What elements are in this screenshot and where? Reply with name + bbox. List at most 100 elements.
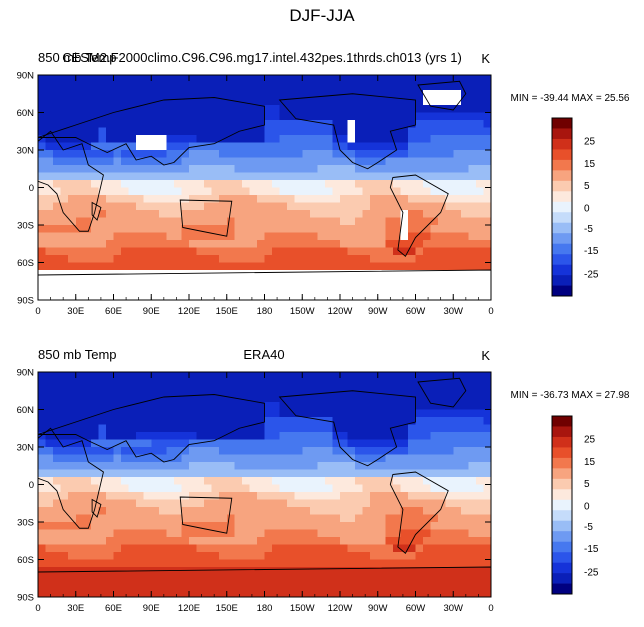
map-cell bbox=[272, 150, 281, 158]
map-cell bbox=[377, 277, 386, 286]
map-cell bbox=[60, 492, 69, 500]
map-cell bbox=[423, 582, 432, 590]
map-cell bbox=[468, 469, 477, 478]
map-cell bbox=[143, 187, 152, 196]
map-cell bbox=[45, 120, 54, 128]
map-cell bbox=[189, 514, 198, 523]
map-cell bbox=[143, 112, 152, 121]
map-cell bbox=[234, 574, 243, 583]
map-cell bbox=[415, 469, 424, 478]
map-cell bbox=[400, 439, 409, 448]
map-cell bbox=[219, 387, 228, 395]
map-cell bbox=[400, 202, 409, 211]
map-cell bbox=[294, 270, 303, 278]
map-cell bbox=[121, 477, 130, 485]
map-cell bbox=[475, 172, 484, 181]
map-cell bbox=[219, 454, 228, 463]
map-cell bbox=[309, 499, 318, 508]
map-cell bbox=[287, 165, 296, 173]
map-cell bbox=[226, 447, 235, 455]
map-cell bbox=[385, 454, 394, 463]
map-cell bbox=[121, 469, 130, 478]
map-cell bbox=[113, 529, 122, 538]
map-cell bbox=[423, 492, 432, 500]
map-cell bbox=[332, 439, 341, 448]
map-cell bbox=[143, 120, 152, 128]
map-cell bbox=[60, 499, 69, 508]
map-cell bbox=[38, 387, 47, 395]
map-cell bbox=[453, 195, 462, 203]
map-cell bbox=[468, 567, 477, 575]
map-cell bbox=[302, 270, 311, 278]
map-cell bbox=[445, 135, 454, 143]
map-cell bbox=[483, 262, 491, 271]
map-cell bbox=[483, 247, 491, 256]
map-cell bbox=[332, 187, 341, 196]
map-cell bbox=[423, 150, 432, 158]
map-cell bbox=[226, 187, 235, 196]
map-cell bbox=[370, 507, 379, 515]
map-cell bbox=[121, 82, 130, 91]
map-cell bbox=[219, 127, 228, 136]
map-cell bbox=[347, 165, 356, 173]
map-cell bbox=[309, 82, 318, 91]
colorbar-swatch bbox=[552, 489, 572, 501]
map-cell bbox=[287, 202, 296, 211]
map-cell bbox=[219, 402, 228, 410]
map-cell bbox=[430, 447, 439, 455]
map-cell bbox=[400, 454, 409, 463]
map-cell bbox=[287, 247, 296, 256]
map-cell bbox=[83, 582, 92, 590]
map-cell bbox=[38, 469, 47, 478]
map-cell bbox=[400, 529, 409, 538]
map-cell bbox=[430, 499, 439, 508]
map-cell bbox=[370, 567, 379, 575]
map-cell bbox=[234, 402, 243, 410]
map-cell bbox=[407, 424, 417, 433]
map-cell bbox=[75, 507, 84, 515]
map-cell bbox=[38, 522, 47, 530]
map-cell bbox=[189, 90, 198, 98]
map-cell bbox=[407, 217, 417, 226]
map-cell bbox=[219, 157, 228, 166]
map-cell bbox=[445, 187, 454, 196]
map-cell bbox=[302, 157, 311, 166]
map-cell bbox=[355, 210, 364, 218]
map-cell bbox=[294, 157, 303, 166]
map-cell bbox=[438, 529, 447, 538]
map-cell bbox=[264, 270, 273, 278]
map-cell bbox=[407, 454, 417, 463]
map-cell bbox=[181, 285, 190, 293]
map-cell bbox=[98, 469, 107, 478]
map-cell bbox=[196, 150, 205, 158]
map-cell bbox=[362, 255, 371, 263]
map-cell bbox=[347, 285, 356, 293]
map-cell bbox=[483, 225, 491, 233]
map-cell bbox=[256, 372, 266, 380]
map-cell bbox=[121, 454, 130, 463]
map-cell bbox=[68, 240, 77, 248]
map-cell bbox=[445, 394, 454, 403]
map-cell bbox=[272, 417, 281, 425]
map-cell bbox=[355, 135, 364, 143]
map-cell bbox=[204, 484, 213, 493]
map-cell bbox=[68, 379, 77, 388]
map-cell bbox=[143, 90, 152, 98]
map-cell bbox=[317, 522, 326, 530]
map-cell bbox=[151, 522, 160, 530]
map-cell bbox=[400, 165, 409, 173]
map-cell bbox=[45, 172, 54, 181]
map-cell bbox=[136, 544, 145, 553]
map-cell bbox=[475, 567, 484, 575]
map-cell bbox=[166, 469, 175, 478]
map-cell bbox=[272, 589, 281, 597]
map-cell bbox=[355, 277, 364, 286]
map-cell bbox=[362, 120, 371, 128]
map-cell bbox=[407, 225, 417, 233]
map-cell bbox=[287, 544, 296, 553]
x-tick-label: 0 bbox=[488, 306, 493, 317]
map-cell bbox=[204, 432, 213, 440]
map-cell bbox=[53, 112, 62, 121]
map-cell bbox=[38, 270, 47, 278]
